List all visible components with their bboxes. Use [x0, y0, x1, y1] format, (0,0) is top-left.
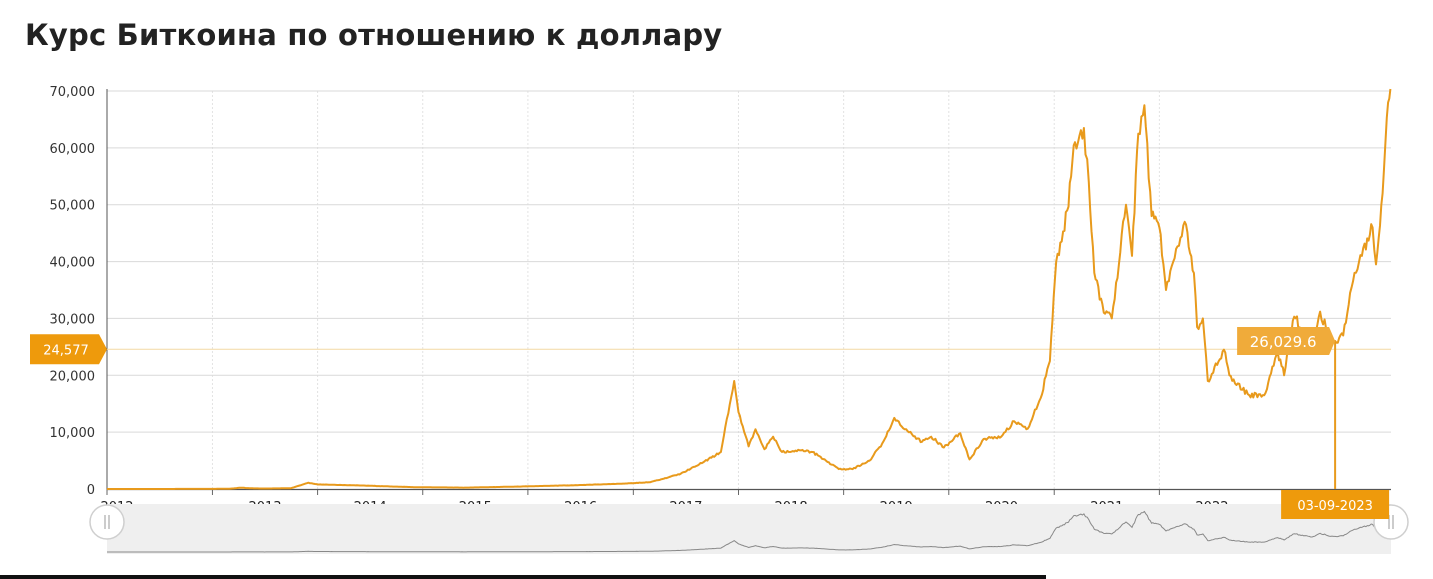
- page-title: Курс Биткоина по отношению к доллару: [25, 18, 723, 52]
- date-tag-label: 03-09-2023: [1297, 499, 1373, 514]
- crosshair-date-tag: 03-09-2023: [1281, 490, 1390, 519]
- y-tick-label: 60,000: [50, 142, 96, 157]
- navigator-left-handle[interactable]: [89, 504, 125, 540]
- crosshair: [107, 341, 1391, 489]
- horizontal-gridlines: [107, 90, 1391, 433]
- y-tag-box: [30, 334, 107, 365]
- y-tick-label: 40,000: [50, 256, 96, 271]
- y-tick-label: 50,000: [50, 199, 96, 214]
- bottom-divider: [0, 575, 1046, 579]
- series-group: [107, 88, 1392, 490]
- y-tick-label: 0: [87, 483, 95, 498]
- y-axis-tick-labels: 0 10,000 20,000 30,000 40,000 50,000 60,000 70,…: [50, 85, 96, 498]
- y-tick-label: 70,000: [50, 85, 96, 100]
- range-navigator: [89, 504, 1409, 554]
- axis-lines: [106, 89, 1391, 495]
- date-tag-box: [1281, 490, 1390, 519]
- navigator-series-line: [107, 508, 1391, 553]
- handle-knob[interactable]: [89, 504, 125, 540]
- price-series-line: [107, 88, 1392, 490]
- y-tick-label: 20,000: [50, 369, 96, 384]
- vertical-gridlines: [211, 91, 1160, 489]
- y-tick-label: 10,000: [50, 426, 96, 441]
- y-tag-label: 24,577: [43, 343, 89, 358]
- value-tooltip-label: 26,029.6: [1250, 333, 1317, 351]
- value-tooltip: 26,029.6: [1237, 327, 1336, 356]
- value-tooltip-box: [1237, 327, 1336, 356]
- y-tick-label: 30,000: [50, 312, 96, 327]
- crosshair-tags: 24,577 26,029.6 03-09-2023: [30, 327, 1390, 519]
- crosshair-y-tag: 24,577: [30, 334, 107, 365]
- navigator-background: [107, 504, 1391, 554]
